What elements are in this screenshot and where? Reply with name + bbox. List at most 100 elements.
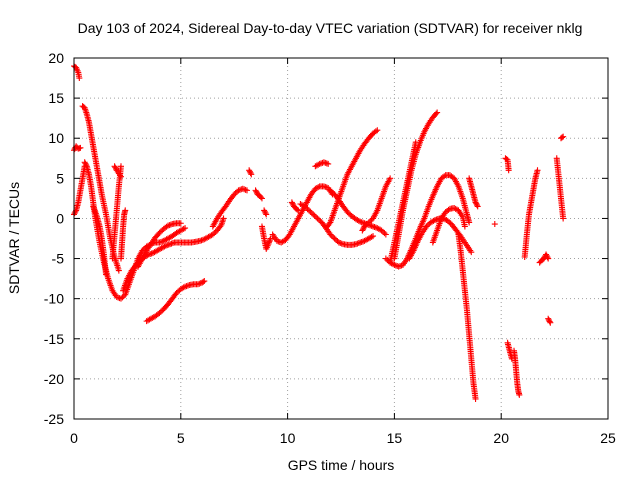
data-point bbox=[71, 210, 78, 217]
data-point bbox=[295, 207, 302, 214]
data-point bbox=[111, 163, 118, 170]
data-point bbox=[365, 219, 372, 226]
data-point bbox=[261, 207, 268, 214]
data-point bbox=[288, 199, 295, 206]
data-point bbox=[244, 187, 251, 194]
data-point bbox=[301, 203, 308, 210]
data-point bbox=[516, 391, 523, 398]
data-point bbox=[543, 252, 550, 259]
y-tick-label: 5 bbox=[56, 170, 64, 186]
data-point bbox=[313, 214, 320, 221]
y-tick-label: -10 bbox=[44, 291, 64, 307]
series-sat26 bbox=[382, 172, 473, 270]
y-tick-label: 20 bbox=[48, 50, 64, 66]
series-sat12 bbox=[143, 278, 208, 325]
data-point bbox=[211, 230, 218, 237]
data-point bbox=[325, 160, 332, 167]
data-point bbox=[161, 243, 168, 250]
series-sat41 bbox=[558, 133, 567, 142]
data-point bbox=[221, 204, 228, 211]
axis-ticks bbox=[73, 57, 609, 420]
series-sat16 bbox=[258, 223, 274, 252]
series-sat19 bbox=[288, 199, 302, 214]
data-point bbox=[294, 206, 301, 213]
series-sat27 bbox=[391, 109, 441, 262]
series-sat8 bbox=[117, 207, 129, 262]
data-point bbox=[461, 223, 468, 230]
series-sat20 bbox=[297, 201, 377, 248]
series-sat22 bbox=[323, 127, 381, 232]
series-sat32 bbox=[466, 175, 481, 210]
series-sat17 bbox=[261, 207, 270, 218]
data-point bbox=[372, 128, 379, 135]
data-point bbox=[257, 194, 264, 201]
series-sat38 bbox=[536, 251, 552, 266]
data-point bbox=[328, 232, 335, 239]
data-point bbox=[474, 203, 481, 210]
data-point bbox=[330, 234, 337, 241]
data-point bbox=[247, 169, 254, 176]
data-point bbox=[382, 255, 389, 262]
series-sat33 bbox=[491, 221, 498, 228]
data-point bbox=[83, 161, 90, 168]
grid bbox=[74, 58, 608, 419]
data-point bbox=[180, 284, 187, 291]
data-point bbox=[209, 231, 216, 238]
series-sat21 bbox=[312, 159, 332, 170]
data-point bbox=[307, 208, 314, 215]
x-tick-label: 5 bbox=[177, 430, 185, 446]
data-point bbox=[310, 211, 317, 218]
series-sat1 bbox=[71, 143, 84, 154]
data-point bbox=[182, 225, 189, 232]
data-point bbox=[285, 232, 292, 239]
data-point bbox=[308, 210, 315, 217]
data-point bbox=[546, 318, 553, 325]
data-point bbox=[370, 233, 377, 240]
data-point bbox=[217, 223, 224, 230]
y-tick-label: -5 bbox=[52, 251, 65, 267]
y-axis-label: SDTVAR / TECUs bbox=[6, 182, 22, 294]
data-point bbox=[344, 209, 351, 216]
data-point bbox=[173, 290, 180, 297]
data-point bbox=[547, 319, 554, 326]
plot-frame bbox=[73, 57, 609, 420]
data-point bbox=[468, 249, 475, 256]
data-point bbox=[382, 231, 389, 238]
data-point bbox=[333, 236, 340, 243]
data-point bbox=[117, 163, 124, 170]
data-point bbox=[303, 204, 310, 211]
series-sat15 bbox=[252, 187, 265, 202]
data-point bbox=[423, 223, 430, 230]
x-tick-label: 0 bbox=[70, 430, 78, 446]
data-point bbox=[380, 228, 387, 235]
data-point bbox=[326, 220, 333, 227]
series-sat14 bbox=[246, 167, 255, 178]
data-points bbox=[71, 63, 567, 402]
data-point bbox=[444, 217, 451, 224]
y-tick-label: 15 bbox=[48, 90, 64, 106]
data-point bbox=[387, 175, 394, 182]
data-point bbox=[77, 144, 84, 151]
data-point bbox=[115, 267, 122, 274]
data-point bbox=[82, 160, 89, 167]
data-point bbox=[331, 235, 338, 242]
data-point bbox=[112, 164, 119, 171]
data-point bbox=[156, 229, 163, 236]
data-point bbox=[360, 226, 367, 233]
data-point bbox=[120, 292, 127, 299]
data-point bbox=[315, 161, 322, 168]
x-tick-label: 10 bbox=[280, 430, 296, 446]
data-point bbox=[334, 195, 341, 202]
data-point bbox=[545, 255, 552, 262]
data-point bbox=[327, 231, 334, 238]
data-point bbox=[381, 230, 388, 237]
data-point bbox=[434, 109, 441, 116]
y-tick-label: -20 bbox=[44, 371, 64, 387]
data-point bbox=[433, 110, 440, 117]
data-point bbox=[81, 159, 88, 166]
data-point bbox=[545, 317, 552, 324]
data-point bbox=[441, 173, 448, 180]
data-point bbox=[472, 199, 479, 206]
x-tick-label: 25 bbox=[600, 430, 616, 446]
